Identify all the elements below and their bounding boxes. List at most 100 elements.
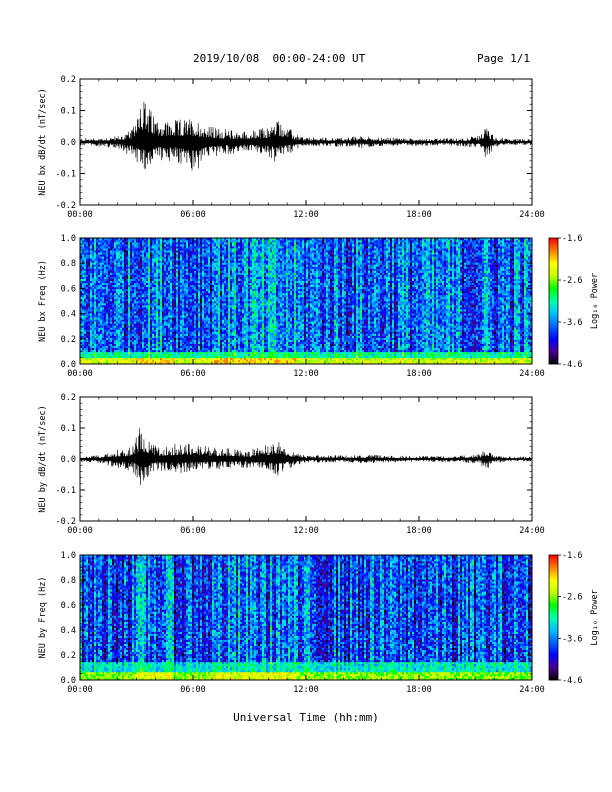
heat-cell [164, 279, 166, 281]
heat-cell [194, 291, 196, 293]
heat-cell [184, 260, 186, 262]
heat-cell [174, 293, 176, 295]
heat-cell [170, 311, 172, 313]
heat-cell [126, 323, 128, 325]
heat-cell [198, 244, 200, 246]
heat-cell [160, 317, 162, 319]
heat-cell [92, 334, 94, 336]
heat-cell [154, 315, 156, 317]
heat-cell [118, 313, 120, 315]
heat-cell [144, 325, 146, 327]
heat-cell [88, 344, 90, 346]
heat-cell [232, 301, 234, 303]
heat-cell [226, 273, 228, 275]
heat-cell [184, 336, 186, 338]
heat-cell [140, 273, 142, 275]
heat-cell [108, 348, 110, 350]
heat-cell [174, 354, 176, 356]
heat-cell [176, 266, 178, 268]
heat-cell [194, 254, 196, 256]
heat-cell [160, 283, 162, 285]
heat-cell [192, 334, 194, 336]
heat-cell [146, 264, 148, 266]
heat-cell [134, 285, 136, 287]
heat-cell [164, 293, 166, 295]
heat-cell [132, 336, 134, 338]
heat-cell [98, 348, 100, 350]
heat-cell [210, 258, 212, 260]
heat-cell [218, 334, 220, 336]
heat-cell [224, 258, 226, 260]
heat-cell [108, 297, 110, 299]
heat-cell [98, 303, 100, 305]
heat-cell [230, 346, 232, 348]
heat-cell [102, 350, 104, 352]
heat-cell [224, 277, 226, 279]
heat-cell [128, 334, 130, 336]
heat-cell [198, 266, 200, 268]
heat-cell [144, 303, 146, 305]
heat-cell [154, 258, 156, 260]
heat-cell [190, 358, 192, 360]
heat-cell [176, 250, 178, 252]
heat-cell [86, 350, 88, 352]
heat-cell [114, 325, 116, 327]
heat-cell [170, 315, 172, 317]
heat-cell [210, 242, 212, 244]
heat-cell [168, 338, 170, 340]
heat-cell [224, 309, 226, 311]
heat-cell [118, 262, 120, 264]
heat-cell [152, 256, 154, 258]
heat-cell [126, 283, 128, 285]
heat-cell [184, 323, 186, 325]
heat-cell [82, 327, 84, 329]
heat-cell [136, 289, 138, 291]
heat-cell [184, 350, 186, 352]
heat-cell [110, 360, 112, 362]
heat-cell [200, 334, 202, 336]
heat-cell [148, 285, 150, 287]
heat-cell [172, 252, 174, 254]
heat-cell [134, 291, 136, 293]
heat-cell [118, 309, 120, 311]
heat-cell [124, 281, 126, 283]
heat-cell [84, 340, 86, 342]
heat-cell [136, 260, 138, 262]
heat-cell [182, 319, 184, 321]
heat-cell [110, 307, 112, 309]
heat-cell [176, 313, 178, 315]
heat-cell [164, 275, 166, 277]
heat-cell [178, 338, 180, 340]
heat-cell [116, 321, 118, 323]
heat-cell [224, 340, 226, 342]
heat-cell [134, 313, 136, 315]
heat-cell [152, 291, 154, 293]
heat-cell [170, 248, 172, 250]
heat-cell [164, 325, 166, 327]
heat-cell [142, 321, 144, 323]
heat-cell [224, 319, 226, 321]
heat-cell [234, 244, 236, 246]
heat-cell [98, 313, 100, 315]
heat-cell [216, 334, 218, 336]
heat-cell [108, 358, 110, 360]
heat-cell [108, 334, 110, 336]
heat-cell [152, 264, 154, 266]
heat-cell [150, 354, 152, 356]
heat-cell [164, 311, 166, 313]
heat-cell [94, 264, 96, 266]
heat-cell [218, 244, 220, 246]
heat-cell [112, 329, 114, 331]
heat-cell [208, 325, 210, 327]
heat-cell [108, 293, 110, 295]
heat-cell [182, 329, 184, 331]
heat-cell [204, 283, 206, 285]
heat-cell [102, 256, 104, 258]
heat-cell [144, 305, 146, 307]
heat-cell [90, 262, 92, 264]
heat-cell [116, 348, 118, 350]
x-tick-label: 06:00 [180, 210, 206, 220]
heat-cell [110, 299, 112, 301]
heat-cell [150, 289, 152, 291]
heat-cell [228, 311, 230, 313]
